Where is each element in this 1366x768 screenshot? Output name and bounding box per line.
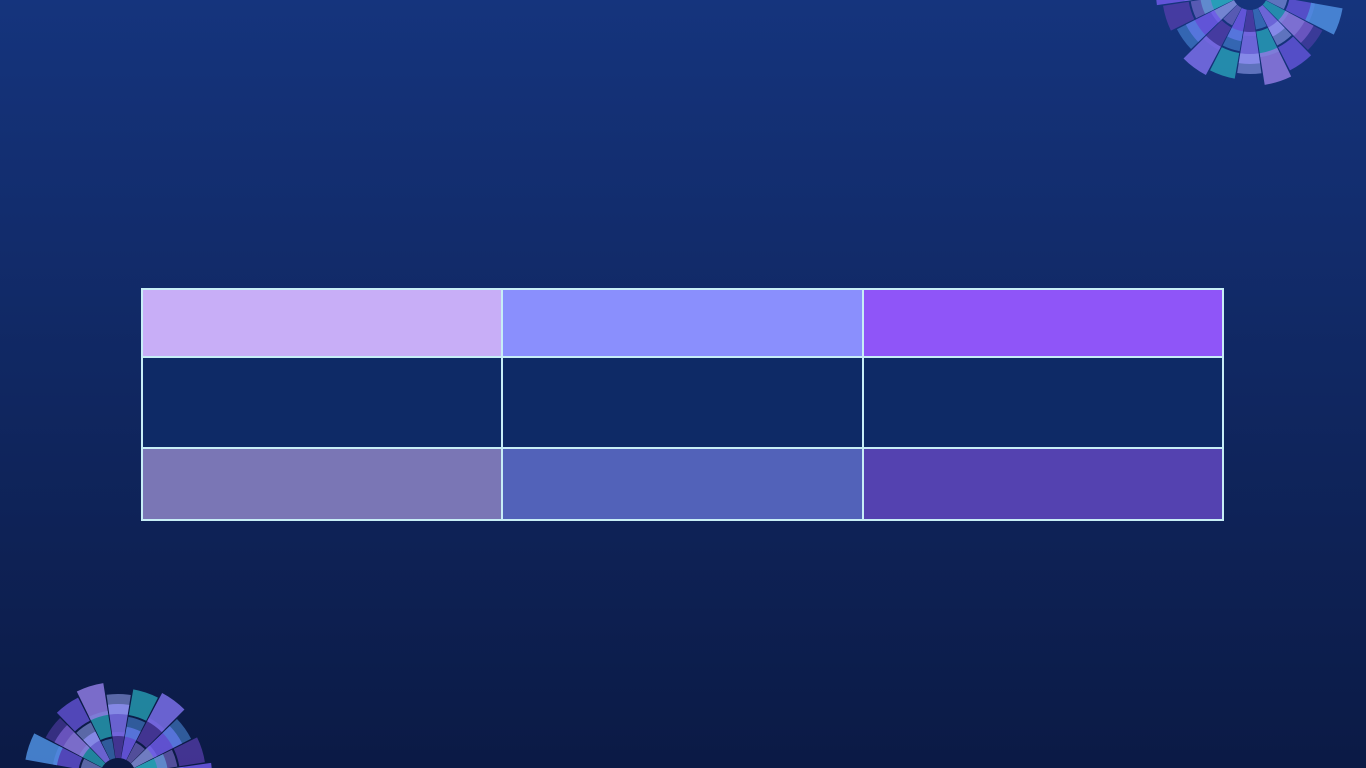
table-cell <box>140 288 504 358</box>
table-cell <box>140 447 504 521</box>
decorative-wedge <box>1259 47 1292 85</box>
decorative-wedge <box>1237 53 1262 74</box>
table-cell <box>501 288 864 358</box>
decorative-wedge <box>1176 20 1206 49</box>
decorative-wedge <box>1268 20 1292 46</box>
table-row <box>140 288 1225 358</box>
decorative-wedge <box>45 718 75 747</box>
decorative-wedge <box>126 742 145 764</box>
decorative-wedge <box>25 733 63 766</box>
decorative-wedge <box>1252 8 1267 30</box>
decorative-wedge <box>1190 0 1215 19</box>
decorative-wedge <box>1156 0 1189 6</box>
decorative-wedge <box>1305 2 1343 35</box>
decorative-wedge <box>124 716 146 741</box>
table-row <box>140 447 1225 521</box>
decorative-wedge <box>128 689 158 721</box>
decorative-wedge <box>162 719 192 748</box>
decorative-wedge <box>111 732 125 759</box>
decorative-ray-burst-top-right <box>1156 0 1343 85</box>
color-swatch-table <box>140 288 1225 521</box>
table-cell <box>861 447 1225 521</box>
decorative-wedge <box>1222 27 1244 52</box>
decorative-wedge <box>76 722 100 748</box>
table-row <box>140 356 1225 449</box>
table-cell <box>140 356 504 449</box>
decorative-wedge <box>1278 36 1312 71</box>
decorative-wedge <box>147 693 185 733</box>
decorative-wedge <box>153 749 178 768</box>
decorative-wedge <box>1210 47 1240 79</box>
decorative-wedge <box>56 697 90 732</box>
decorative-wedge <box>101 738 116 760</box>
decorative-wedge <box>179 762 212 768</box>
decorative-wedge <box>106 694 131 715</box>
decorative-wedge <box>1266 0 1288 10</box>
decorative-wedge <box>1223 4 1242 26</box>
decorative-wedge <box>173 737 205 767</box>
table-cell <box>501 447 864 521</box>
decorative-wedge <box>76 683 109 721</box>
table-cell <box>861 288 1225 358</box>
decorative-wedge <box>1293 21 1323 50</box>
decorative-ray-burst-bottom-left <box>25 683 212 768</box>
decorative-wedge <box>1183 35 1221 75</box>
decorative-wedge <box>1243 9 1257 37</box>
decorative-wedge <box>1163 1 1195 31</box>
table-cell <box>861 356 1225 449</box>
table-cell <box>501 356 864 449</box>
decorative-wedge <box>80 758 102 768</box>
